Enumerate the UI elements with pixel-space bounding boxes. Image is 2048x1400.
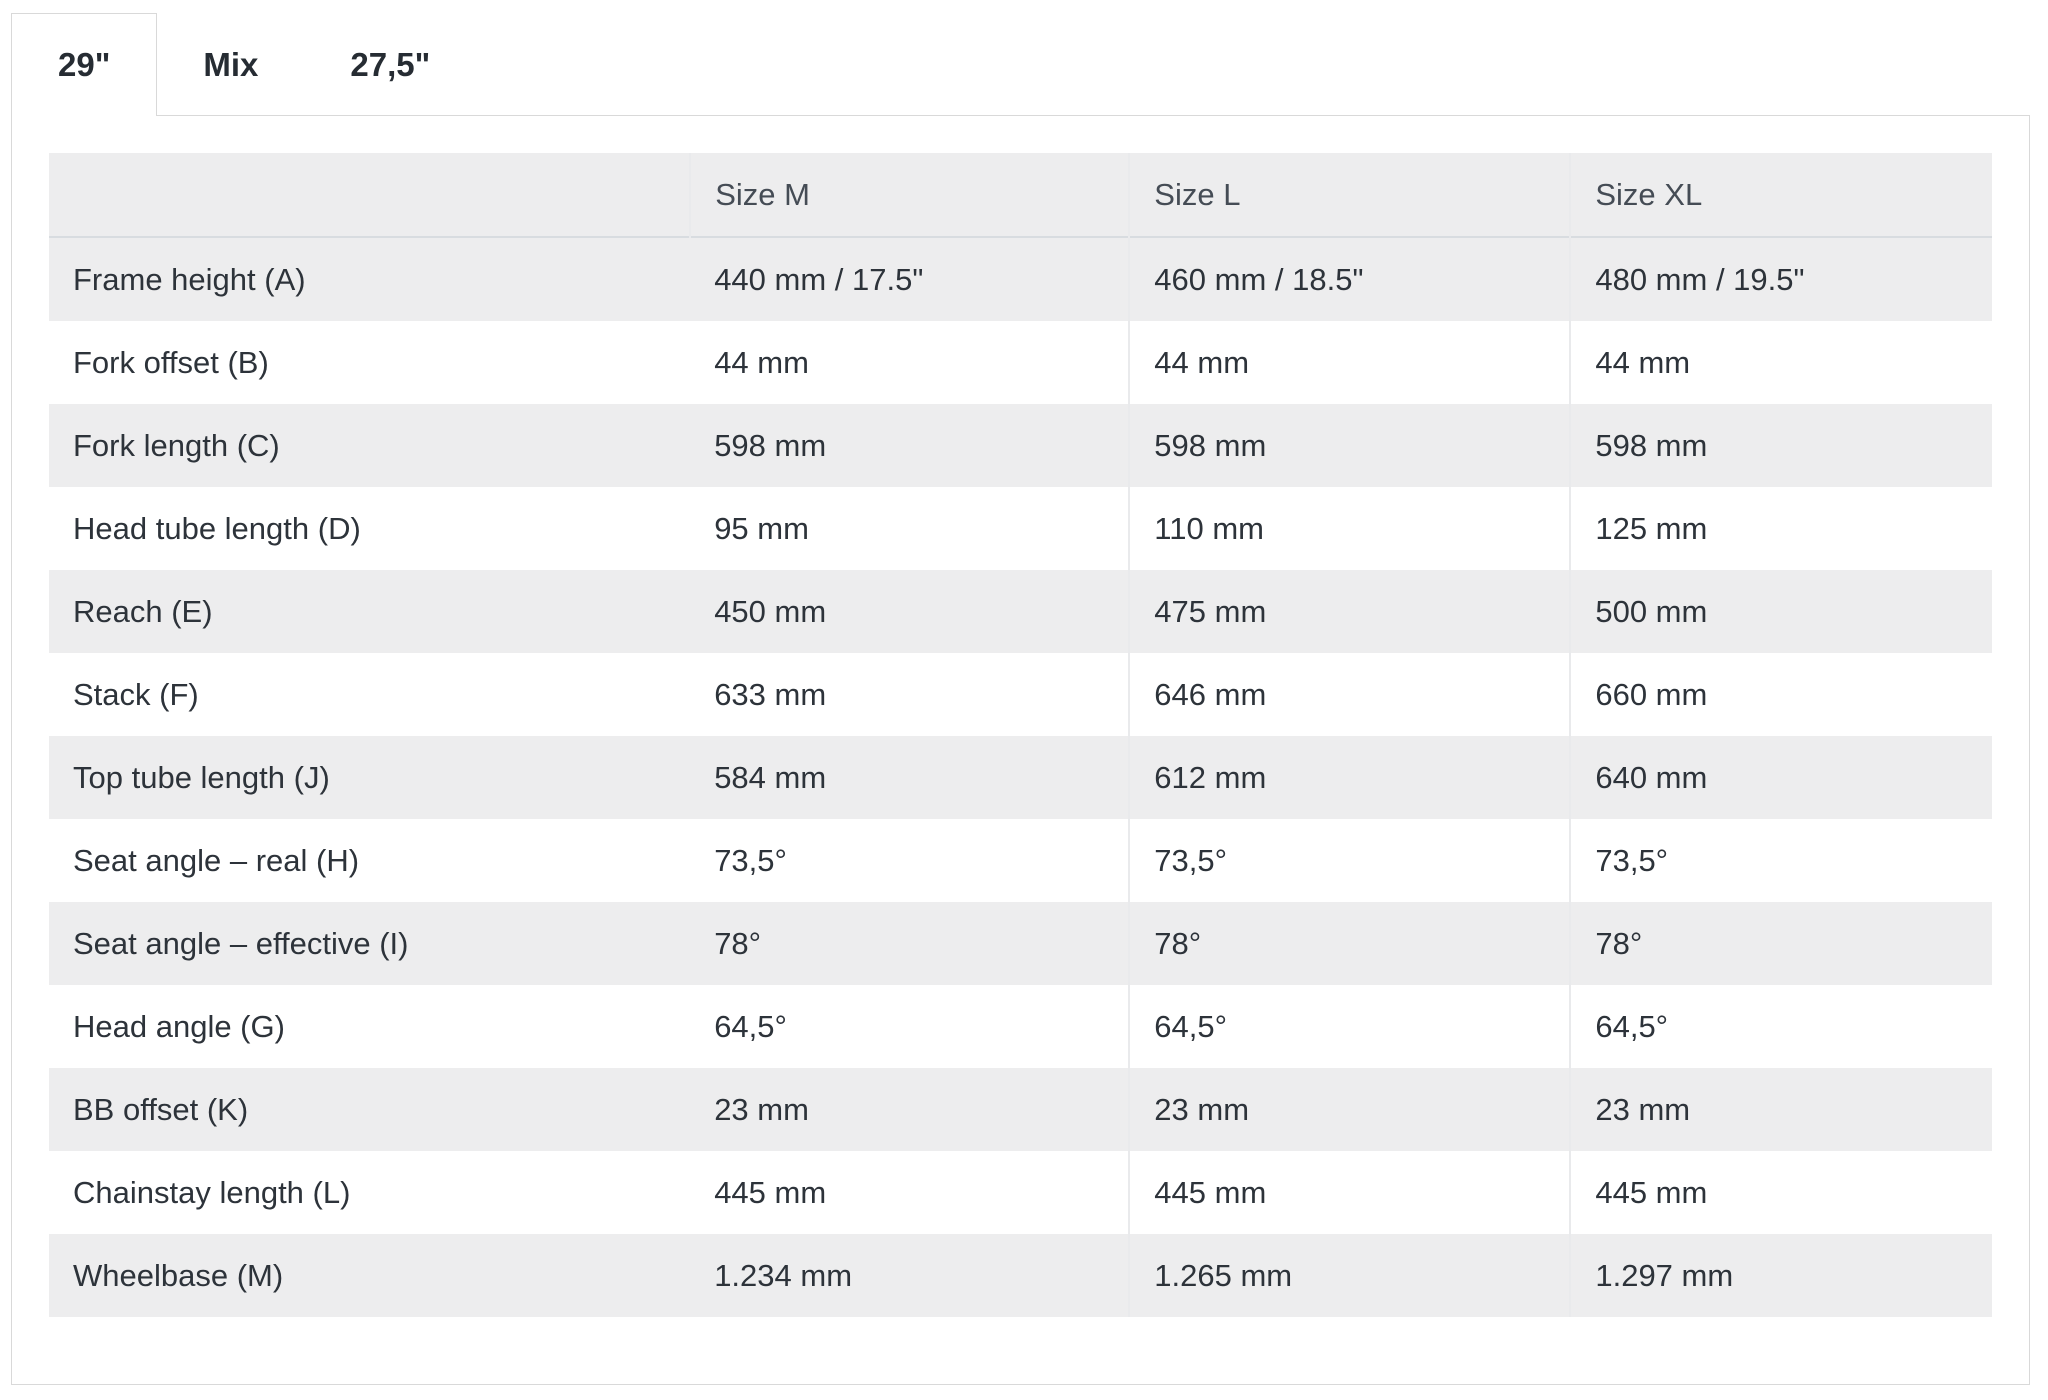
value-cell: 1.297 mm (1569, 1234, 1992, 1317)
value-cell: 44 mm (1128, 321, 1571, 404)
value-cell: 480 mm / 19.5" (1569, 237, 1992, 321)
value-cell: 598 mm (714, 427, 827, 463)
value-cell: 1.234 mm (714, 1257, 853, 1293)
row-label: BB offset (K) (73, 1091, 249, 1127)
value-cell: 450 mm (714, 593, 827, 629)
value-cell: 445 mm (1569, 1151, 1992, 1234)
value-cell: 110 mm (1128, 487, 1571, 570)
geometry-panel: Size M Size L Size XL Frame height (A) 44… (11, 115, 2030, 1385)
value-cell: 612 mm (1128, 736, 1571, 819)
value-cell: 73,5° (1569, 819, 1992, 902)
geometry-table: Size M Size L Size XL Frame height (A) 44… (49, 153, 1992, 1317)
column-header-size-xl: Size XL (1569, 153, 1992, 237)
table-row: Fork offset (B) 44 mm 44 mm 44 mm (49, 321, 1992, 404)
tab-27-5[interactable]: 27,5" (350, 45, 431, 83)
value-cell: 44 mm (1569, 321, 1992, 404)
value-cell: 73,5° (1128, 819, 1571, 902)
table-row: Chainstay length (L) 445 mm 445 mm 445 mm (49, 1151, 1992, 1234)
value-cell: 660 mm (1569, 653, 1992, 736)
table-row: Wheelbase (M) 1.234 mm 1.265 mm 1.297 mm (49, 1234, 1992, 1317)
row-label: Reach (E) (73, 593, 213, 629)
wheel-size-tabs: 29" Mix 27,5" (11, 13, 2030, 116)
value-cell: 1.265 mm (1128, 1234, 1571, 1317)
value-cell: 125 mm (1569, 487, 1992, 570)
row-label: Fork length (C) (73, 427, 280, 463)
value-cell: 445 mm (1128, 1151, 1571, 1234)
table-row: Seat angle – real (H) 73,5° 73,5° 73,5° (49, 819, 1992, 902)
value-cell: 78° (1569, 902, 1992, 985)
geometry-widget: 29" Mix 27,5" Size M Size L Size XL Fram… (11, 13, 2030, 1385)
value-cell: 640 mm (1569, 736, 1992, 819)
value-cell: 460 mm / 18.5" (1128, 237, 1571, 321)
value-cell: 445 mm (714, 1174, 827, 1210)
value-cell: 584 mm (714, 759, 827, 795)
value-cell: 23 mm (714, 1091, 809, 1127)
table-row: Seat angle – effective (I) 78° 78° 78° (49, 902, 1992, 985)
value-cell: 95 mm (714, 510, 809, 546)
corner-cell (49, 153, 690, 237)
table-body: Frame height (A) 440 mm / 17.5" 460 mm / 1… (49, 237, 1992, 1317)
value-cell: 64,5° (714, 1008, 787, 1044)
table-row: BB offset (K) 23 mm 23 mm 23 mm (49, 1068, 1992, 1151)
column-header-size-m: Size M (689, 153, 1130, 237)
value-cell: 64,5° (1128, 985, 1571, 1068)
value-cell: 633 mm (714, 676, 827, 712)
tab-29[interactable]: 29" (11, 13, 158, 116)
table-row: Head angle (G) 64,5° 64,5° 64,5° (49, 985, 1992, 1068)
row-label: Head angle (G) (73, 1008, 285, 1044)
value-cell: 23 mm (1128, 1068, 1571, 1151)
table-row: Head tube length (D) 95 mm 110 mm 125 mm (49, 487, 1992, 570)
value-cell: 78° (714, 925, 762, 961)
row-label: Fork offset (B) (73, 344, 269, 380)
value-cell: 78° (1128, 902, 1571, 985)
row-label: Stack (F) (73, 676, 199, 712)
table-header-row: Size M Size L Size XL (49, 153, 1992, 237)
table-row: Fork length (C) 598 mm 598 mm 598 mm (49, 404, 1992, 487)
value-cell: 44 mm (714, 344, 809, 380)
value-cell: 598 mm (1569, 404, 1992, 487)
row-label: Top tube length (J) (73, 759, 330, 795)
value-cell: 64,5° (1569, 985, 1992, 1068)
value-cell: 23 mm (1569, 1068, 1992, 1151)
column-header-size-l: Size L (1128, 153, 1571, 237)
row-label: Seat angle – effective (I) (73, 925, 409, 961)
row-label: Frame height (A) (73, 261, 306, 297)
table-row: Stack (F) 633 mm 646 mm 660 mm (49, 653, 1992, 736)
value-cell: 475 mm (1128, 570, 1571, 653)
value-cell: 646 mm (1128, 653, 1571, 736)
row-label: Chainstay length (L) (73, 1174, 351, 1210)
row-label: Seat angle – real (H) (73, 842, 360, 878)
value-cell: 73,5° (714, 842, 787, 878)
tab-mix[interactable]: Mix (203, 45, 259, 83)
row-label: Wheelbase (M) (73, 1257, 284, 1293)
table-row: Top tube length (J) 584 mm 612 mm 640 mm (49, 736, 1992, 819)
row-label: Head tube length (D) (73, 510, 361, 546)
table-row: Frame height (A) 440 mm / 17.5" 460 mm / 1… (49, 237, 1992, 321)
value-cell: 440 mm / 17.5" (714, 261, 924, 297)
value-cell: 598 mm (1128, 404, 1571, 487)
table-row: Reach (E) 450 mm 475 mm 500 mm (49, 570, 1992, 653)
value-cell: 500 mm (1569, 570, 1992, 653)
